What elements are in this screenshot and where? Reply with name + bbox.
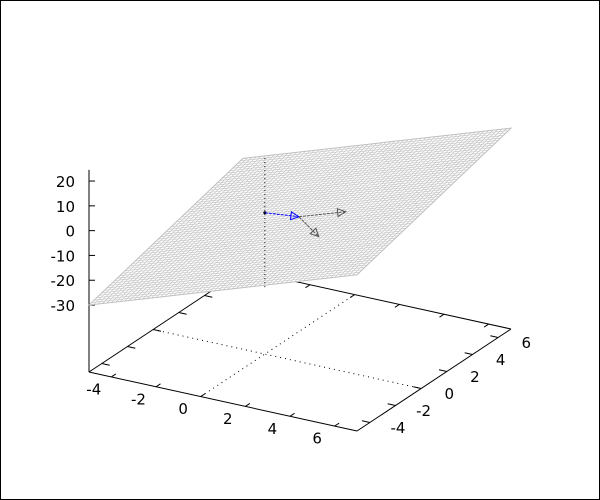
mesh-line	[334, 130, 489, 278]
x-tick	[245, 403, 251, 407]
y-tick-left	[153, 329, 162, 332]
y-tick-left	[127, 346, 136, 349]
mesh-line	[343, 129, 498, 277]
mesh-line	[222, 147, 491, 179]
vector-0	[264, 212, 300, 218]
mesh-line	[329, 130, 485, 279]
y-tick-label: -4	[390, 419, 405, 437]
x-tick-back	[349, 294, 355, 298]
y-tick	[490, 335, 499, 338]
z-tick-label: 10	[56, 198, 75, 216]
y-tick-label: 2	[470, 368, 480, 386]
mesh-line	[240, 130, 509, 162]
y-tick-label: 4	[496, 351, 506, 369]
mesh-line	[237, 132, 506, 164]
mesh-line	[232, 137, 501, 169]
mesh-line	[217, 152, 486, 184]
mesh-line	[321, 131, 476, 280]
x-tick	[111, 373, 117, 378]
mesh-line	[356, 127, 512, 275]
mesh-line	[347, 128, 503, 276]
x-tick-label: 2	[223, 410, 233, 428]
z-tick-label: 20	[56, 173, 75, 191]
grid-line-y0	[153, 329, 422, 389]
x-tick-label: -4	[86, 381, 101, 399]
mesh-line	[242, 127, 512, 159]
y-tick	[387, 403, 396, 406]
z-tick-label: -20	[51, 272, 76, 290]
y-tick-left	[178, 312, 187, 315]
x-tick	[155, 383, 161, 388]
mesh-line	[316, 132, 472, 280]
x-tick-label: 0	[178, 400, 188, 418]
y-tick	[438, 369, 447, 372]
x-tick-back	[483, 323, 489, 328]
grid-line-x0	[200, 294, 355, 398]
y-axis	[356, 328, 512, 432]
x-tick	[334, 422, 340, 427]
x-axis	[88, 371, 358, 432]
y-tick-label: 6	[521, 334, 531, 352]
y-tick-left	[101, 363, 110, 366]
mesh-line	[219, 149, 488, 181]
z-tick-label: 0	[65, 223, 75, 241]
vector-arrowhead	[336, 207, 347, 218]
x-tick-back	[305, 284, 311, 289]
mesh-line	[227, 142, 496, 174]
y-tick-left	[204, 295, 213, 298]
y-tick	[464, 352, 473, 355]
x-tick-label: -2	[131, 390, 146, 408]
mesh-line	[352, 128, 507, 276]
x-tick-back	[394, 303, 400, 308]
vector-arrowhead	[309, 227, 320, 238]
z-tick-label: -10	[51, 247, 76, 265]
y-tick	[361, 420, 370, 423]
mesh-line	[325, 131, 480, 279]
y-tick	[413, 386, 422, 389]
y-tick-label: -2	[416, 402, 431, 420]
vector-arrowhead	[289, 211, 301, 221]
y-tick-label: 0	[444, 385, 454, 403]
x-tick-back	[439, 313, 445, 318]
mesh-line	[230, 140, 499, 171]
mesh-line	[235, 135, 504, 167]
x-tick	[200, 393, 206, 398]
mesh-line	[224, 144, 494, 176]
x-tick-label: 6	[312, 430, 322, 448]
mesh-line	[338, 129, 494, 277]
vector-2	[298, 216, 320, 238]
x-tick	[289, 412, 295, 417]
z-tick-label: -30	[51, 297, 76, 315]
x-tick-label: 4	[268, 420, 278, 438]
